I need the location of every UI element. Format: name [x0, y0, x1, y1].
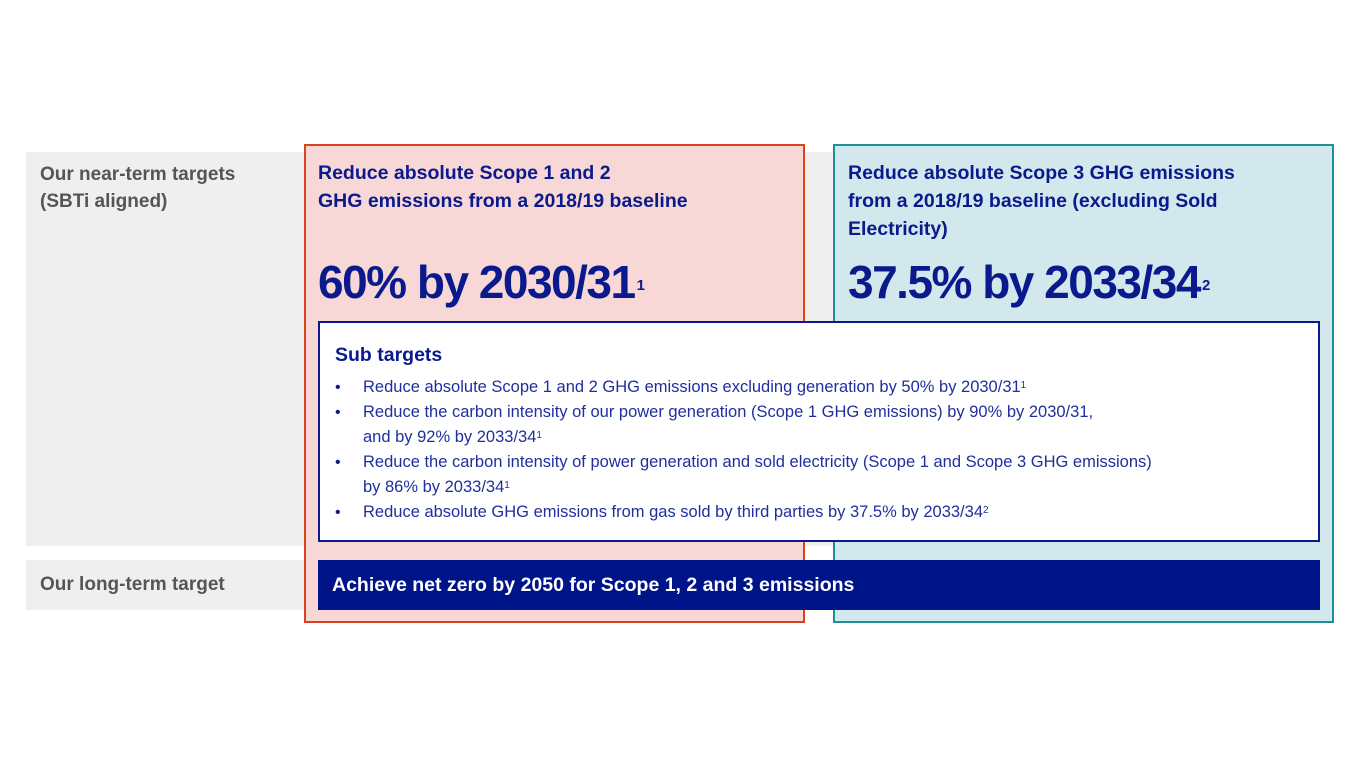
- near-term-label: Our near-term targets (SBTi aligned): [40, 164, 236, 212]
- scope12-headline-target: 60% by 2030/31 1: [318, 254, 645, 310]
- long-term-label: Our long-term target: [40, 574, 225, 595]
- long-term-target-text: Achieve net zero by 2050 for Scope 1, 2 …: [332, 574, 855, 596]
- sub-target-item: • Reduce the carbon intensity of power ge…: [335, 450, 1305, 500]
- scope12-target-value: 60% by 2030/31: [318, 256, 636, 308]
- scope3-footnote: 2: [1201, 277, 1211, 294]
- sub-target-line: Reduce absolute GHG emissions from gas s…: [363, 503, 989, 521]
- scope3-description: Reduce absolute Scope 3 GHG emissions fr…: [848, 162, 1235, 240]
- sub-target-footnote: 1: [536, 430, 542, 441]
- sub-target-item: • Reduce absolute GHG emissions from gas …: [335, 500, 1305, 525]
- bullet-icon: •: [335, 404, 341, 421]
- long-term-target-banner: Achieve net zero by 2050 for Scope 1, 2 …: [318, 560, 1320, 610]
- sub-target-line: Reduce the carbon intensity of power gen…: [363, 453, 1152, 471]
- scope12-description: Reduce absolute Scope 1 and 2 GHG emissi…: [318, 162, 688, 212]
- sub-targets-list: • Reduce absolute Scope 1 and 2 GHG emiss…: [335, 375, 1305, 525]
- scope12-footnote: 1: [636, 277, 645, 294]
- bullet-icon: •: [335, 454, 341, 471]
- sub-target-line: Reduce absolute Scope 1 and 2 GHG emissi…: [363, 378, 1027, 396]
- sub-target-footnote: 1: [504, 480, 510, 491]
- scope3-headline-target: 37.5% by 2033/34 2: [848, 254, 1210, 310]
- bullet-icon: •: [335, 379, 341, 396]
- sub-target-item: • Reduce the carbon intensity of our powe…: [335, 400, 1305, 450]
- sub-target-line: Reduce the carbon intensity of our power…: [363, 403, 1094, 421]
- bullet-icon: •: [335, 504, 341, 521]
- sub-targets-box: Sub targets • Reduce absolute Scope 1 and…: [318, 321, 1320, 542]
- sub-target-footnote: 2: [983, 505, 989, 516]
- sub-target-item: • Reduce absolute Scope 1 and 2 GHG emiss…: [335, 375, 1305, 400]
- sub-target-line: and by 92% by 2033/341: [363, 428, 542, 446]
- sub-target-line: by 86% by 2033/341: [363, 478, 510, 496]
- sub-targets-title: Sub targets: [335, 344, 443, 366]
- sub-target-footnote: 1: [1020, 380, 1027, 391]
- scope3-target-value: 37.5% by 2033/34: [848, 256, 1201, 308]
